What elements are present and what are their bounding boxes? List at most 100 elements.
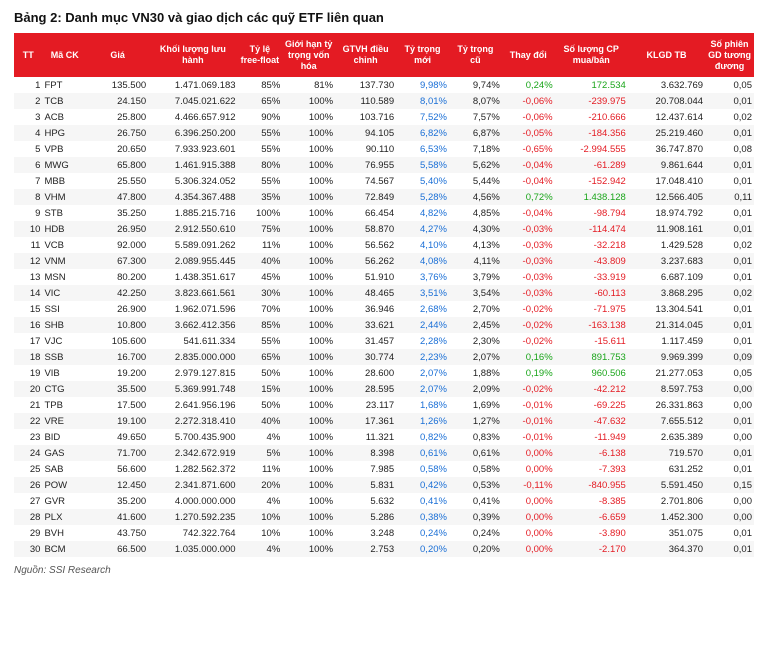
cell-gia: 17.500 (87, 397, 148, 413)
cell-ttm: 6,53% (396, 141, 449, 157)
cell-ck: FPT (42, 77, 87, 93)
cell-ck: ACB (42, 109, 87, 125)
cell-td: -0,01% (502, 429, 555, 445)
cell-gia: 26.750 (87, 125, 148, 141)
cell-klgd: 7.655.512 (628, 413, 705, 429)
cell-kllh: 3.823.661.561 (148, 285, 237, 301)
cell-ttm: 9,98% (396, 77, 449, 93)
cell-gia: 12.450 (87, 477, 148, 493)
cell-sp: 0,01 (705, 445, 754, 461)
cell-gh: 100% (282, 493, 335, 509)
cell-tt: 18 (14, 349, 42, 365)
cell-sp: 0,01 (705, 317, 754, 333)
cell-tt: 8 (14, 189, 42, 205)
cell-gh: 100% (282, 349, 335, 365)
cell-ck: HDB (42, 221, 87, 237)
cell-gtdc: 7.985 (335, 461, 396, 477)
cell-ff: 11% (238, 237, 283, 253)
cell-gtdc: 66.454 (335, 205, 396, 221)
cell-ttc: 1,88% (449, 365, 502, 381)
cell-klgd: 1.452.300 (628, 509, 705, 525)
cell-sp: 0,11 (705, 189, 754, 205)
cell-ff: 75% (238, 221, 283, 237)
cell-td: 0,16% (502, 349, 555, 365)
cell-kllh: 4.354.367.488 (148, 189, 237, 205)
cell-sp: 0,01 (705, 253, 754, 269)
cell-tt: 28 (14, 509, 42, 525)
cell-slcp: -6.659 (555, 509, 628, 525)
cell-ck: PLX (42, 509, 87, 525)
cell-klgd: 6.687.109 (628, 269, 705, 285)
table-row: 14VIC42.2503.823.661.56130%100%48.4653,5… (14, 285, 754, 301)
cell-td: -0,03% (502, 253, 555, 269)
cell-ck: VPB (42, 141, 87, 157)
cell-tt: 29 (14, 525, 42, 541)
table-row: 5VPB20.6507.933.923.60155%100%90.1106,53… (14, 141, 754, 157)
cell-ttc: 5,44% (449, 173, 502, 189)
cell-ck: VIC (42, 285, 87, 301)
cell-td: -0,06% (502, 109, 555, 125)
cell-gia: 80.200 (87, 269, 148, 285)
cell-ttc: 3,79% (449, 269, 502, 285)
cell-klgd: 719.570 (628, 445, 705, 461)
cell-gia: 35.500 (87, 381, 148, 397)
cell-ttm: 2,07% (396, 381, 449, 397)
table-title: Bảng 2: Danh mục VN30 và giao dịch các q… (14, 10, 754, 25)
cell-ff: 4% (238, 493, 283, 509)
cell-gia: 26.900 (87, 301, 148, 317)
cell-tt: 5 (14, 141, 42, 157)
cell-gtdc: 90.110 (335, 141, 396, 157)
cell-ck: BID (42, 429, 87, 445)
cell-slcp: -163.138 (555, 317, 628, 333)
cell-ck: SHB (42, 317, 87, 333)
cell-klgd: 3.868.295 (628, 285, 705, 301)
col-sp: Số phiên GD tương đương (705, 33, 754, 77)
cell-ttc: 2,07% (449, 349, 502, 365)
cell-ff: 45% (238, 269, 283, 285)
cell-ck: VRE (42, 413, 87, 429)
col-slcp: Số lượng CP mua/bán (555, 33, 628, 77)
cell-kllh: 1.438.351.617 (148, 269, 237, 285)
cell-ck: VJC (42, 333, 87, 349)
cell-ttc: 0,61% (449, 445, 502, 461)
cell-gh: 100% (282, 269, 335, 285)
cell-tt: 10 (14, 221, 42, 237)
cell-gia: 26.950 (87, 221, 148, 237)
cell-tt: 30 (14, 541, 42, 557)
cell-ttc: 1,69% (449, 397, 502, 413)
cell-ttc: 2,09% (449, 381, 502, 397)
cell-ff: 11% (238, 461, 283, 477)
cell-ff: 5% (238, 445, 283, 461)
cell-kllh: 1.282.562.372 (148, 461, 237, 477)
table-body: 1FPT135.5001.471.069.18385%81%137.7309,9… (14, 77, 754, 557)
cell-sp: 0,01 (705, 413, 754, 429)
cell-ff: 20% (238, 477, 283, 493)
cell-ck: VNM (42, 253, 87, 269)
cell-slcp: -152.942 (555, 173, 628, 189)
cell-slcp: -69.225 (555, 397, 628, 413)
cell-slcp: 1.438.128 (555, 189, 628, 205)
cell-klgd: 364.370 (628, 541, 705, 557)
cell-gtdc: 110.589 (335, 93, 396, 109)
cell-kllh: 4.466.657.912 (148, 109, 237, 125)
cell-kllh: 2.272.318.410 (148, 413, 237, 429)
table-row: 19VIB19.2002.979.127.81550%100%28.6002,0… (14, 365, 754, 381)
cell-sp: 0,00 (705, 381, 754, 397)
cell-ttm: 1,26% (396, 413, 449, 429)
cell-tt: 6 (14, 157, 42, 173)
table-row: 25SAB56.6001.282.562.37211%100%7.9850,58… (14, 461, 754, 477)
cell-gia: 16.700 (87, 349, 148, 365)
cell-ck: TPB (42, 397, 87, 413)
cell-td: 0,00% (502, 461, 555, 477)
cell-ff: 100% (238, 205, 283, 221)
table-row: 8VHM47.8004.354.367.48835%100%72.8495,28… (14, 189, 754, 205)
source-note: Nguồn: SSI Research (14, 565, 754, 576)
cell-td: 0,00% (502, 509, 555, 525)
cell-gia: 92.000 (87, 237, 148, 253)
cell-tt: 26 (14, 477, 42, 493)
cell-ck: MBB (42, 173, 87, 189)
cell-kllh: 5.589.091.262 (148, 237, 237, 253)
cell-tt: 23 (14, 429, 42, 445)
cell-slcp: -71.975 (555, 301, 628, 317)
cell-ttm: 5,58% (396, 157, 449, 173)
